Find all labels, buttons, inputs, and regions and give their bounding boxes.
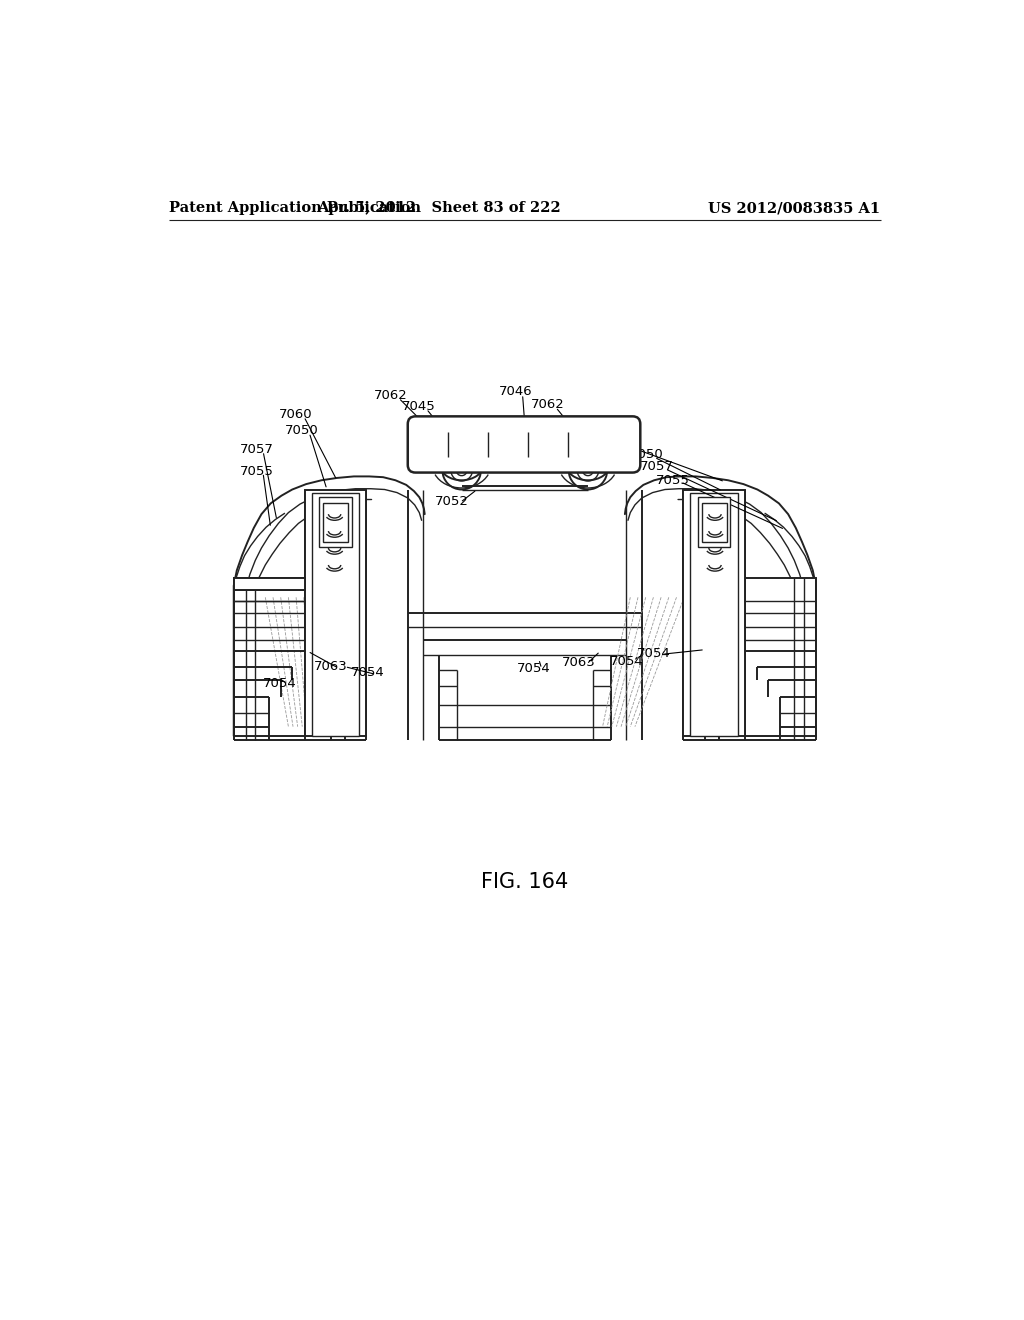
Bar (701, 503, 727, 543)
Text: 7057: 7057 (240, 444, 273, 455)
Bar (745, 578, 816, 737)
Bar (323, 503, 348, 543)
Bar (698, 498, 730, 548)
Text: 7054: 7054 (263, 677, 297, 690)
Text: FIG. 164: FIG. 164 (481, 873, 568, 892)
Text: 7055: 7055 (240, 465, 273, 478)
Text: 7046: 7046 (499, 385, 532, 399)
Text: 7054: 7054 (637, 647, 671, 660)
Text: US 2012/0083835 A1: US 2012/0083835 A1 (708, 202, 881, 215)
Text: 7052: 7052 (435, 495, 469, 508)
FancyBboxPatch shape (408, 416, 640, 473)
Text: 7050: 7050 (630, 449, 664, 462)
Text: Patent Application Publication: Patent Application Publication (169, 202, 421, 215)
Text: 7050: 7050 (285, 424, 318, 437)
Bar (311, 494, 359, 737)
Text: 7060: 7060 (279, 408, 312, 421)
Bar (304, 490, 367, 737)
Text: 7054: 7054 (609, 655, 643, 668)
Text: 7063: 7063 (313, 660, 347, 673)
Text: 7060: 7060 (602, 437, 636, 450)
Text: 7045: 7045 (401, 400, 435, 413)
Text: 7055: 7055 (655, 474, 689, 487)
Text: 7057: 7057 (640, 459, 674, 473)
Bar (319, 498, 351, 548)
Bar (233, 578, 304, 737)
Bar (690, 494, 738, 737)
Bar (233, 578, 304, 590)
Text: 7063: 7063 (562, 656, 596, 669)
Text: 7054: 7054 (517, 663, 551, 676)
Text: 7062: 7062 (531, 399, 564, 412)
Text: 7054: 7054 (351, 667, 385, 680)
Text: Apr. 5, 2012   Sheet 83 of 222: Apr. 5, 2012 Sheet 83 of 222 (316, 202, 560, 215)
Text: 7062: 7062 (374, 389, 408, 403)
Bar (683, 490, 745, 737)
